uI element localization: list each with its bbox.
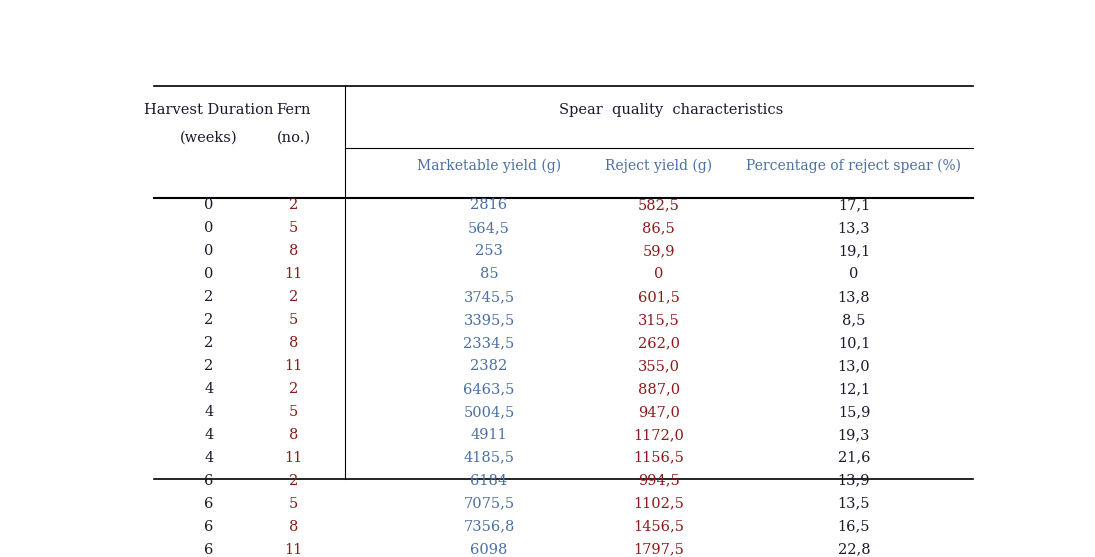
Text: 21,6: 21,6	[838, 451, 871, 465]
Text: 5: 5	[289, 405, 299, 419]
Text: 5: 5	[289, 497, 299, 511]
Text: 13,5: 13,5	[838, 497, 871, 511]
Text: 253: 253	[475, 245, 503, 258]
Text: 5: 5	[289, 313, 299, 327]
Text: 2382: 2382	[471, 359, 508, 373]
Text: 19,3: 19,3	[838, 428, 871, 442]
Text: 1172,0: 1172,0	[633, 428, 684, 442]
Text: 0: 0	[205, 267, 214, 281]
Text: 3745,5: 3745,5	[463, 290, 515, 304]
Text: 6: 6	[205, 497, 214, 511]
Text: 11: 11	[285, 451, 303, 465]
Text: 0: 0	[205, 245, 214, 258]
Text: 0: 0	[654, 267, 664, 281]
Text: 17,1: 17,1	[838, 198, 871, 212]
Text: 2: 2	[205, 313, 214, 327]
Text: 8: 8	[289, 520, 299, 534]
Text: 4: 4	[205, 451, 214, 465]
Text: 6: 6	[205, 543, 214, 556]
Text: 10,1: 10,1	[838, 336, 871, 350]
Text: 12,1: 12,1	[838, 382, 871, 396]
Text: Fern: Fern	[277, 102, 311, 117]
Text: 5004,5: 5004,5	[463, 405, 515, 419]
Text: 6: 6	[205, 520, 214, 534]
Text: 0: 0	[205, 221, 214, 235]
Text: 994,5: 994,5	[638, 473, 680, 488]
Text: 8: 8	[289, 245, 299, 258]
Text: 2: 2	[205, 359, 214, 373]
Text: 6463,5: 6463,5	[463, 382, 515, 396]
Text: 887,0: 887,0	[637, 382, 680, 396]
Text: 1156,5: 1156,5	[633, 451, 684, 465]
Text: Harvest Duration: Harvest Duration	[145, 102, 274, 117]
Text: 0: 0	[850, 267, 858, 281]
Text: Reject yield (g): Reject yield (g)	[606, 158, 713, 173]
Text: 4911: 4911	[471, 428, 507, 442]
Text: 6098: 6098	[471, 543, 508, 556]
Text: 8: 8	[289, 428, 299, 442]
Text: 15,9: 15,9	[838, 405, 871, 419]
Text: 11: 11	[285, 359, 303, 373]
Text: 7356,8: 7356,8	[463, 520, 515, 534]
Text: 2: 2	[289, 198, 299, 212]
Text: 947,0: 947,0	[638, 405, 680, 419]
Text: 16,5: 16,5	[838, 520, 871, 534]
Text: 4: 4	[205, 405, 214, 419]
Text: Marketable yield (g): Marketable yield (g)	[417, 158, 561, 173]
Text: 85: 85	[480, 267, 498, 281]
Text: 1797,5: 1797,5	[633, 543, 684, 556]
Text: 7075,5: 7075,5	[463, 497, 515, 511]
Text: 601,5: 601,5	[638, 290, 680, 304]
Text: 6: 6	[205, 473, 214, 488]
Text: 2: 2	[289, 382, 299, 396]
Text: 582,5: 582,5	[638, 198, 680, 212]
Text: 3395,5: 3395,5	[463, 313, 515, 327]
Text: 262,0: 262,0	[637, 336, 680, 350]
Text: 22,8: 22,8	[838, 543, 871, 556]
Text: 8,5: 8,5	[842, 313, 866, 327]
Text: 355,0: 355,0	[637, 359, 680, 373]
Text: 86,5: 86,5	[643, 221, 676, 235]
Text: 2: 2	[205, 336, 214, 350]
Text: 4: 4	[205, 382, 214, 396]
Text: 0: 0	[205, 198, 214, 212]
Text: 59,9: 59,9	[643, 245, 675, 258]
Text: 13,9: 13,9	[838, 473, 871, 488]
Text: 1102,5: 1102,5	[633, 497, 684, 511]
Text: 2: 2	[205, 290, 214, 304]
Text: 2334,5: 2334,5	[463, 336, 515, 350]
Text: 8: 8	[289, 336, 299, 350]
Text: Spear  quality  characteristics: Spear quality characteristics	[560, 102, 784, 117]
Text: 11: 11	[285, 267, 303, 281]
Text: Percentage of reject spear (%): Percentage of reject spear (%)	[747, 158, 961, 173]
Text: 6184: 6184	[471, 473, 508, 488]
Text: 13,3: 13,3	[838, 221, 871, 235]
Text: 4: 4	[205, 428, 214, 442]
Text: 564,5: 564,5	[469, 221, 510, 235]
Text: 2816: 2816	[471, 198, 508, 212]
Text: 315,5: 315,5	[638, 313, 680, 327]
Text: 13,8: 13,8	[838, 290, 871, 304]
Text: 19,1: 19,1	[838, 245, 871, 258]
Text: 4185,5: 4185,5	[463, 451, 515, 465]
Text: 1456,5: 1456,5	[633, 520, 684, 534]
Text: 5: 5	[289, 221, 299, 235]
Text: 2: 2	[289, 290, 299, 304]
Text: (weeks): (weeks)	[181, 130, 238, 145]
Text: 2: 2	[289, 473, 299, 488]
Text: 11: 11	[285, 543, 303, 556]
Text: (no.): (no.)	[277, 130, 311, 145]
Text: 13,0: 13,0	[838, 359, 871, 373]
